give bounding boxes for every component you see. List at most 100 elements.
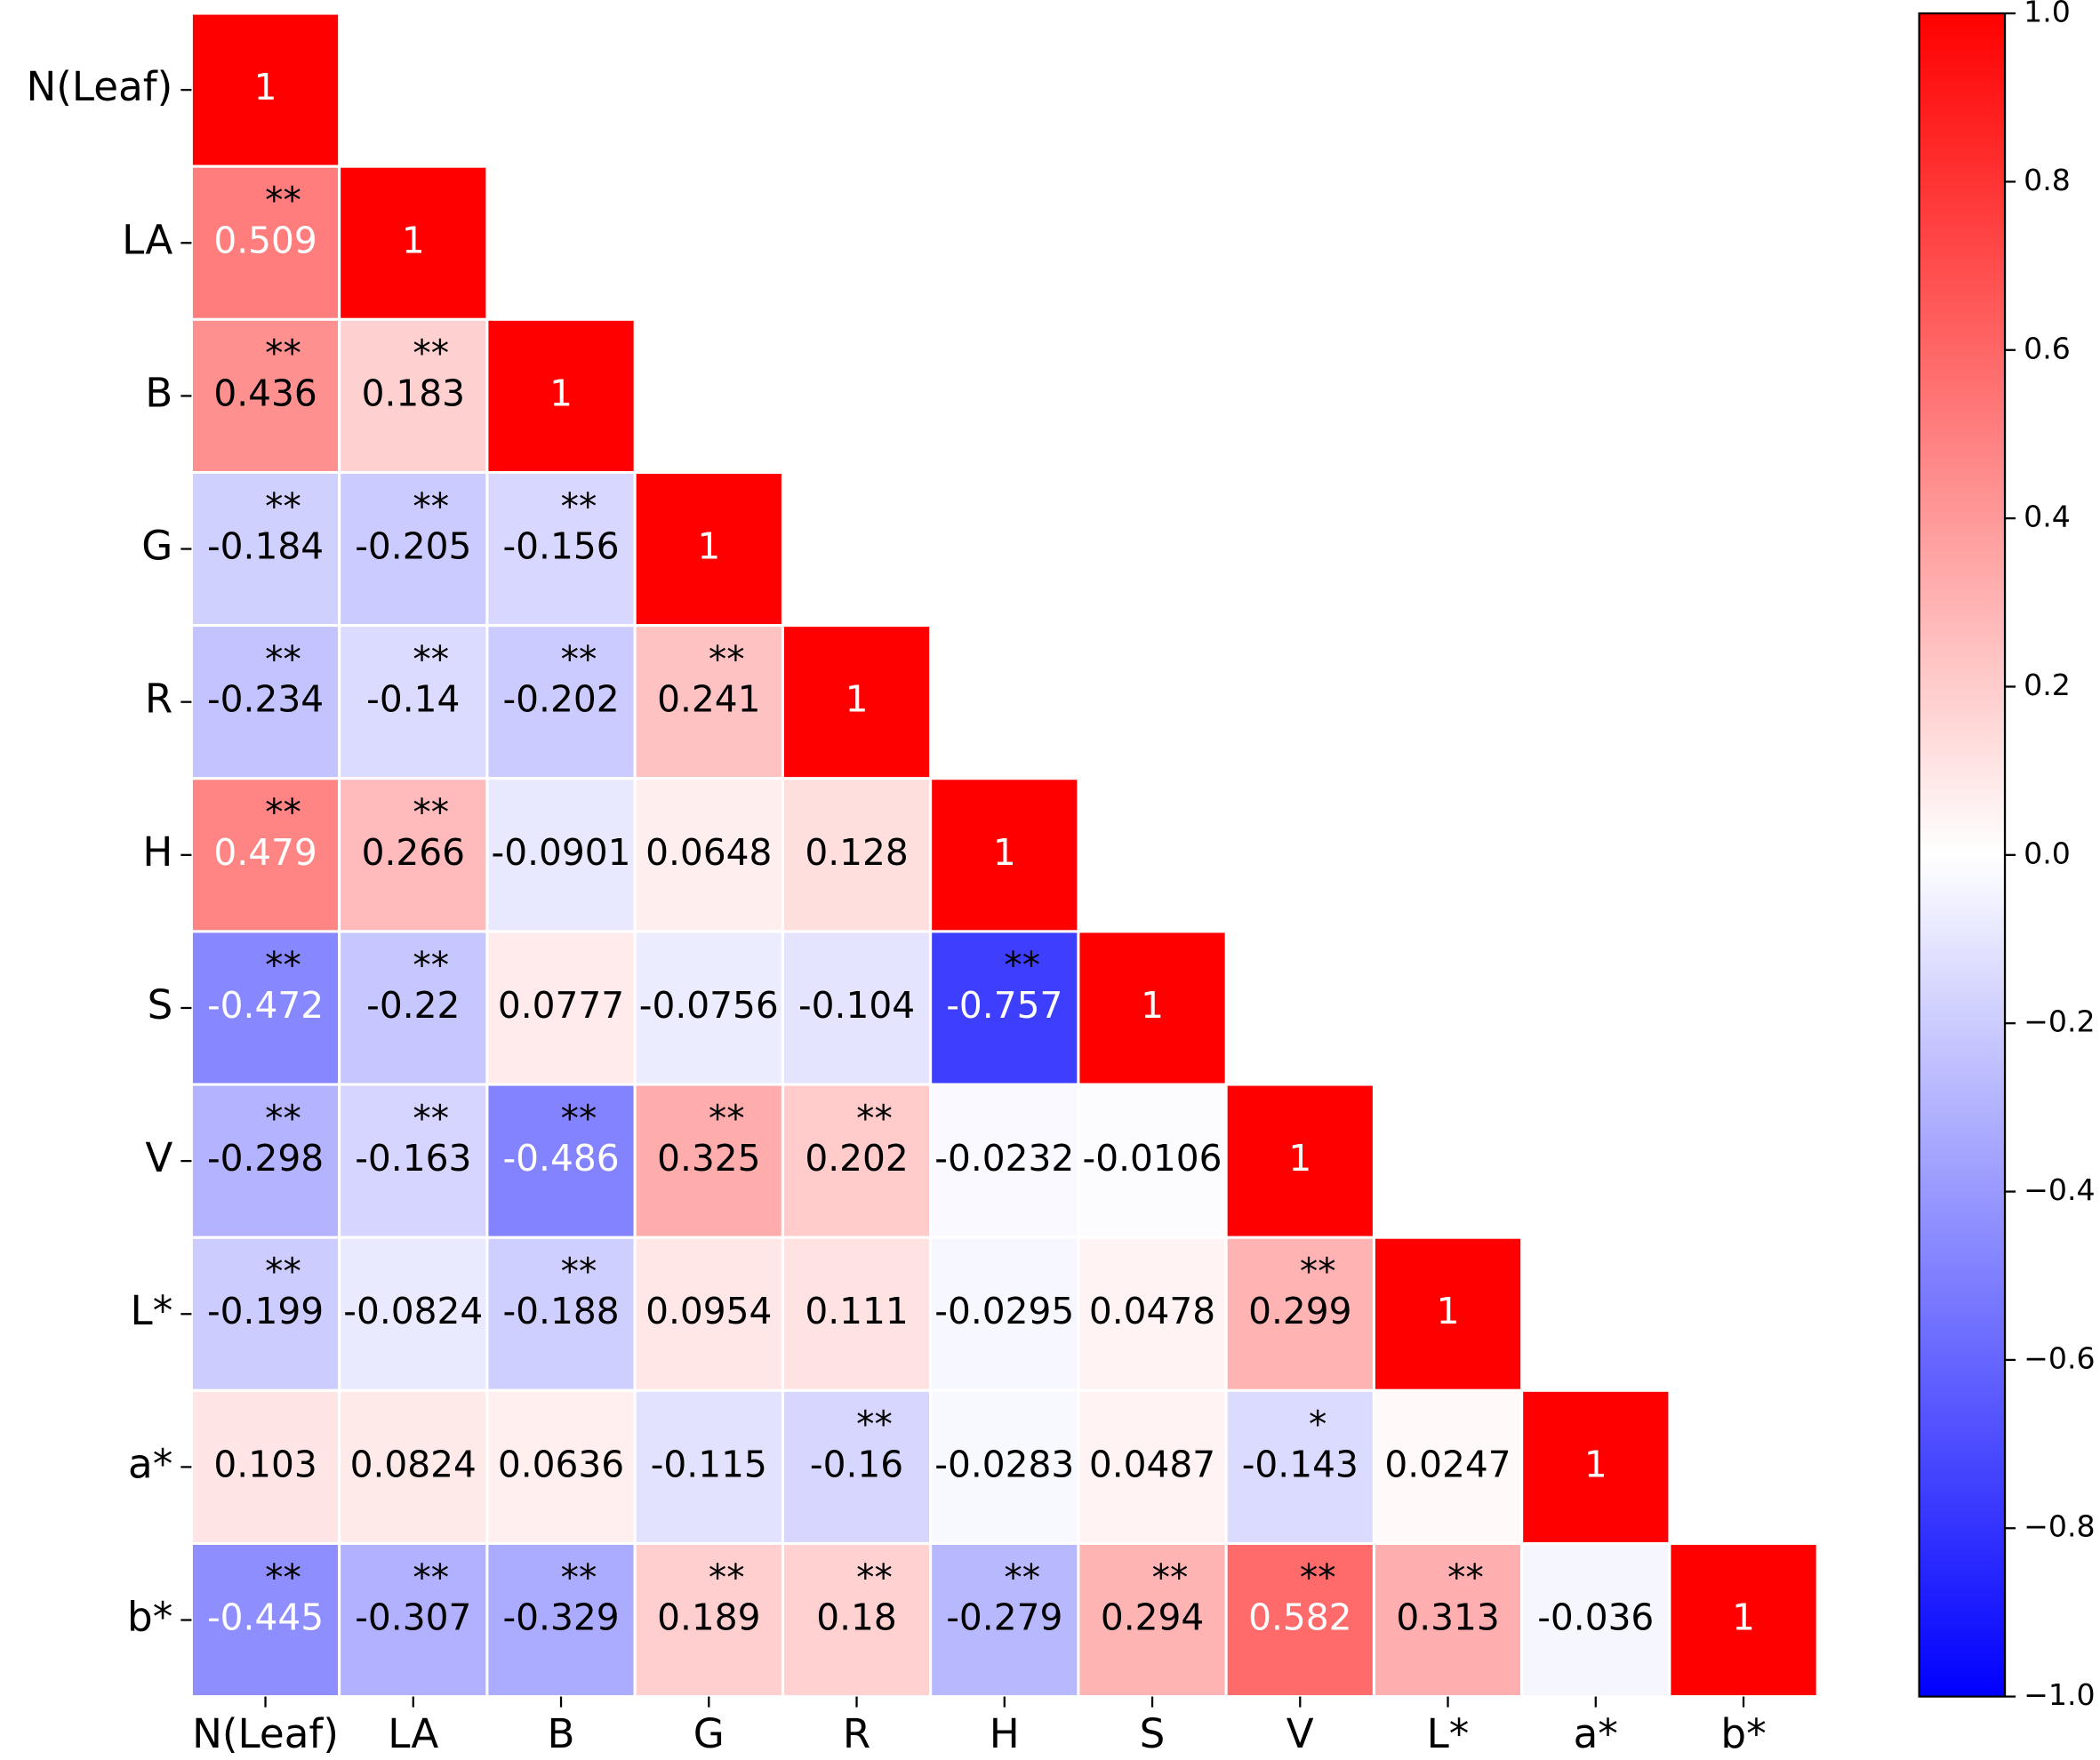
colorbar-tick-label: 1.0	[2024, 0, 2071, 29]
cell-value: 0.18	[816, 1596, 897, 1639]
heatmap-cell	[929, 1236, 1080, 1392]
heatmap-cell	[189, 1541, 341, 1699]
heatmap-cell	[338, 624, 489, 780]
cell-value: -0.156	[503, 525, 620, 568]
cell-value: 0.0954	[645, 1290, 772, 1332]
cell-value: 0.436	[213, 372, 317, 414]
significance-mark: **	[413, 944, 449, 987]
x-tick-label: LA	[388, 1710, 438, 1757]
heatmap-cell	[929, 930, 1080, 1086]
heatmap-cell	[1224, 1388, 1375, 1545]
heatmap-cell	[781, 1388, 933, 1545]
significance-mark: **	[413, 791, 449, 834]
cell-value: 0.183	[362, 372, 465, 414]
x-tick-label: B	[548, 1710, 575, 1757]
significance-mark: **	[413, 1097, 449, 1140]
heatmap-cell	[1077, 930, 1228, 1086]
heatmap-cell	[633, 1388, 784, 1545]
cell-value: 0.241	[657, 678, 760, 721]
cell-value: 0.0478	[1089, 1290, 1215, 1332]
cell-value: -0.14	[366, 678, 460, 721]
cell-value: 1	[1584, 1443, 1607, 1485]
cell-value: -0.199	[207, 1290, 324, 1332]
heatmap-cell	[1372, 1388, 1524, 1545]
significance-mark: **	[265, 1097, 301, 1140]
heatmap-cell	[338, 470, 489, 628]
heatmap-cell	[338, 164, 489, 321]
cell-value: 0.299	[1248, 1290, 1351, 1332]
y-tick-label: a*	[128, 1440, 172, 1487]
cell-value: 1	[254, 66, 277, 108]
significance-mark: **	[709, 1097, 745, 1140]
cell-value: 0.509	[213, 219, 317, 261]
cell-value: 0.0247	[1384, 1443, 1511, 1485]
cell-value: -0.0824	[343, 1290, 483, 1332]
heatmap-cell	[485, 1236, 637, 1392]
x-tick-label: R	[843, 1710, 870, 1757]
cell-value: 0.582	[1248, 1596, 1351, 1639]
cell-value: 1	[549, 372, 573, 414]
cell-value: -0.0283	[934, 1443, 1074, 1485]
y-tick-label: LA	[122, 216, 172, 263]
cell-value: 0.189	[657, 1596, 760, 1639]
cell-value: 0.103	[213, 1443, 317, 1485]
x-tick-label: b*	[1720, 1710, 1766, 1757]
significance-mark: **	[1300, 1250, 1336, 1292]
significance-mark: **	[265, 485, 301, 528]
significance-mark: *	[1309, 1404, 1327, 1446]
cell-value: -0.307	[355, 1596, 471, 1639]
significance-mark: **	[856, 1097, 893, 1140]
cell-value: -0.234	[207, 678, 324, 721]
colorbar-tick-label: 0.2	[2024, 668, 2071, 702]
heatmap-cell	[1520, 1388, 1671, 1545]
heatmap-cell	[189, 1236, 341, 1392]
colorbar-tick-label: −0.6	[2024, 1340, 2095, 1375]
y-tick-label: b*	[127, 1594, 172, 1641]
colorbar-tick-label: 0.8	[2024, 163, 2071, 197]
heatmap-cell	[189, 1083, 341, 1239]
colorbar-tick-label: 0.0	[2024, 836, 2071, 870]
heatmap-cell	[633, 1236, 784, 1392]
heatmap-cell	[189, 1388, 341, 1545]
significance-mark: **	[1004, 1556, 1040, 1599]
heatmap-cell	[338, 1388, 489, 1545]
cell-value: -0.0901	[492, 831, 631, 874]
cell-value: 1	[1288, 1137, 1311, 1180]
cell-value: -0.036	[1537, 1596, 1654, 1639]
y-tick-label: R	[145, 676, 172, 723]
cell-value: -0.184	[207, 525, 324, 568]
x-tick-label: H	[990, 1710, 1020, 1757]
cell-value: -0.202	[503, 678, 620, 721]
significance-mark: **	[709, 1556, 745, 1599]
heatmap-cell	[781, 777, 933, 933]
significance-mark: **	[413, 332, 449, 375]
heatmap-cell	[338, 930, 489, 1086]
heatmap-cell	[485, 317, 637, 474]
heatmap-cell	[1077, 1236, 1228, 1392]
significance-mark: **	[561, 638, 597, 681]
cell-value: 0.128	[805, 831, 908, 874]
y-tick-label: G	[141, 523, 172, 570]
colorbar-tick-label: −1.0	[2024, 1677, 2095, 1712]
significance-mark: **	[1152, 1556, 1189, 1599]
significance-mark: **	[413, 1556, 449, 1599]
y-tick-label: H	[142, 828, 172, 876]
heatmap-cell	[633, 930, 784, 1086]
colorbar-tick-label: −0.8	[2024, 1509, 2095, 1544]
cell-value: -0.22	[366, 984, 460, 1027]
x-tick-label: N(Leaf)	[192, 1710, 339, 1757]
heatmap-cell	[929, 1541, 1080, 1699]
cell-value: 0.0636	[498, 1443, 624, 1485]
cell-value: 0.0824	[350, 1443, 477, 1485]
cell-value: 1	[1141, 984, 1164, 1027]
heatmap-cell	[1668, 1541, 1819, 1699]
y-tick-label: N(Leaf)	[26, 63, 172, 110]
significance-mark: **	[265, 791, 301, 834]
significance-mark: **	[561, 485, 597, 528]
heatmap-cell	[189, 12, 341, 168]
cell-value: -0.0232	[934, 1137, 1074, 1180]
cell-value: 1	[402, 219, 425, 261]
heatmap-cell	[189, 930, 341, 1086]
